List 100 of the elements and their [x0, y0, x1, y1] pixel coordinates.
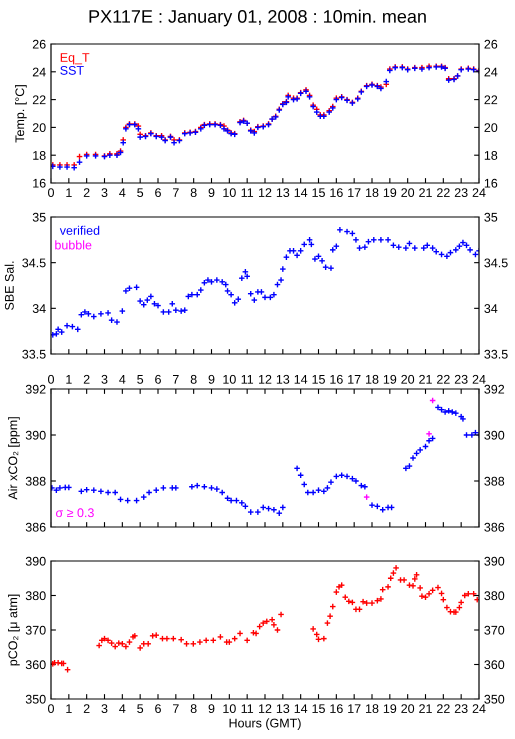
x-tick-label: 16 [330, 188, 343, 198]
y2-tick-label: 390 [484, 430, 504, 440]
point [363, 494, 370, 501]
y-tick-label: 35 [32, 212, 46, 222]
x-tick-label: 4 [119, 188, 126, 197]
x-tick-label: 6 [155, 188, 161, 198]
x2-tick-label: 19 [384, 374, 396, 384]
x2-tick-label: 24 [472, 374, 486, 384]
x-tick-label: 12 [259, 188, 272, 197]
y-axis-title: pCO₂ [μ atm] [8, 594, 20, 666]
x-tick-label: 0 [48, 704, 54, 714]
x2-tick-label: 16 [330, 374, 343, 384]
x2-tick-label: 3 [102, 374, 108, 384]
x-tick-label: 15 [312, 704, 325, 714]
y-tick-label: 390 [26, 430, 46, 440]
x-tick-label: 4 [119, 704, 126, 713]
x-tick-label: 20 [401, 704, 414, 714]
chart-title: PX117E : January 01, 2008 : 10min. mean [90, 10, 426, 26]
x2-tick-label: 2 [84, 374, 90, 384]
x-tick-label: 17 [348, 188, 360, 197]
x2-tick-label: 10 [223, 374, 236, 384]
y-tick-label: 380 [26, 591, 46, 600]
x-tick-label: 8 [190, 188, 197, 198]
x-tick-label: 22 [437, 704, 450, 713]
y2-tick-label: 20 [484, 123, 498, 132]
y2-tick-label: 18 [484, 151, 498, 160]
y-tick-label: 16 [33, 178, 46, 188]
x-tick-label: 5 [137, 704, 144, 714]
x2-tick-label: 0 [48, 374, 54, 384]
text: Eq_T [60, 53, 90, 64]
x-tick-label: 2 [84, 188, 90, 197]
x2-tick-label: 5 [137, 375, 144, 384]
x2-tick-label: 11 [242, 375, 254, 384]
x-tick-label: 10 [223, 704, 236, 714]
y-tick-label: 360 [26, 660, 46, 670]
y2-tick-label: 16 [484, 178, 498, 188]
y2-tick-label: 350 [484, 694, 504, 704]
x2-tick-label: 4 [119, 375, 126, 384]
y2-tick-label: 386 [484, 522, 504, 532]
x-tick-label: 19 [384, 188, 396, 198]
y-tick-label: 20 [32, 123, 46, 132]
y-tick-label: 350 [26, 694, 46, 704]
annotation: bubble [55, 240, 92, 250]
x-tick-label: 1 [66, 188, 72, 197]
y-tick-label: 392 [26, 384, 46, 394]
x-tick-label: 11 [242, 704, 254, 713]
y2-tick-label: 390 [484, 556, 504, 566]
y-tick-label: 34.5 [22, 258, 46, 268]
x-tick-label: 14 [294, 188, 308, 197]
x-tick-label: 2 [84, 704, 90, 713]
x-tick-label: 3 [102, 188, 108, 198]
x2-tick-label: 7 [173, 375, 179, 384]
x-tick-label: 5 [137, 188, 144, 198]
x-tick-label: 6 [155, 704, 161, 714]
x2-tick-label: 20 [401, 374, 414, 384]
point [429, 397, 436, 404]
y-tick-label: 370 [26, 626, 46, 635]
x-tick-label: 1 [66, 704, 72, 713]
x-tick-label: 0 [48, 188, 54, 198]
x2-tick-label: 9 [208, 374, 214, 384]
y2-tick-label: 33.5 [484, 350, 508, 359]
x-tick-label: 15 [312, 188, 325, 198]
y-tick-label: 24 [32, 68, 46, 76]
y2-tick-label: 26 [484, 40, 498, 49]
y2-tick-label: 34.5 [484, 258, 508, 268]
y-axis-title: Air xCO₂ [ppm] [8, 417, 20, 500]
y2-tick-label: 380 [484, 591, 504, 600]
x-tick-label: 8 [190, 704, 197, 714]
x2-tick-label: 14 [294, 375, 308, 384]
x2-tick-label: 12 [259, 374, 272, 384]
x-tick-label: 16 [330, 704, 343, 714]
x-tick-label: 24 [472, 704, 486, 713]
x-tick-label: 17 [348, 704, 360, 713]
x-tick-label: 10 [223, 188, 236, 198]
x-axis-title: Hours (GMT) [230, 718, 301, 730]
y-tick-label: 33.5 [22, 350, 46, 359]
x-tick-label: 21 [419, 704, 432, 713]
x-tick-label: 22 [437, 188, 450, 197]
x2-tick-label: 21 [419, 374, 432, 384]
x-tick-label: 12 [259, 704, 272, 713]
x-tick-label: 18 [366, 188, 378, 198]
y2-tick-label: 35 [484, 212, 498, 222]
x-tick-label: 14 [294, 704, 308, 713]
x-tick-label: 20 [401, 188, 414, 198]
x2-tick-label: 6 [155, 374, 161, 384]
x-tick-label: 3 [102, 704, 108, 714]
y2-tick-label: 370 [484, 626, 504, 635]
text: verified [60, 226, 100, 235]
x2-tick-label: 13 [276, 374, 290, 384]
x-tick-label: 7 [173, 188, 179, 197]
x-tick-label: 18 [366, 704, 378, 714]
y-axis-title: Temp. [°C] [15, 85, 27, 142]
y-tick-label: 34 [32, 304, 46, 313]
y2-tick-label: 22 [484, 95, 498, 104]
text: SST [60, 66, 84, 75]
y-axis-title: SBE Sal. [4, 262, 14, 310]
x-tick-label: 13 [276, 188, 290, 198]
y2-tick-label: 388 [484, 476, 504, 486]
y-tick-label: 18 [33, 151, 46, 160]
x2-tick-label: 22 [437, 374, 450, 384]
